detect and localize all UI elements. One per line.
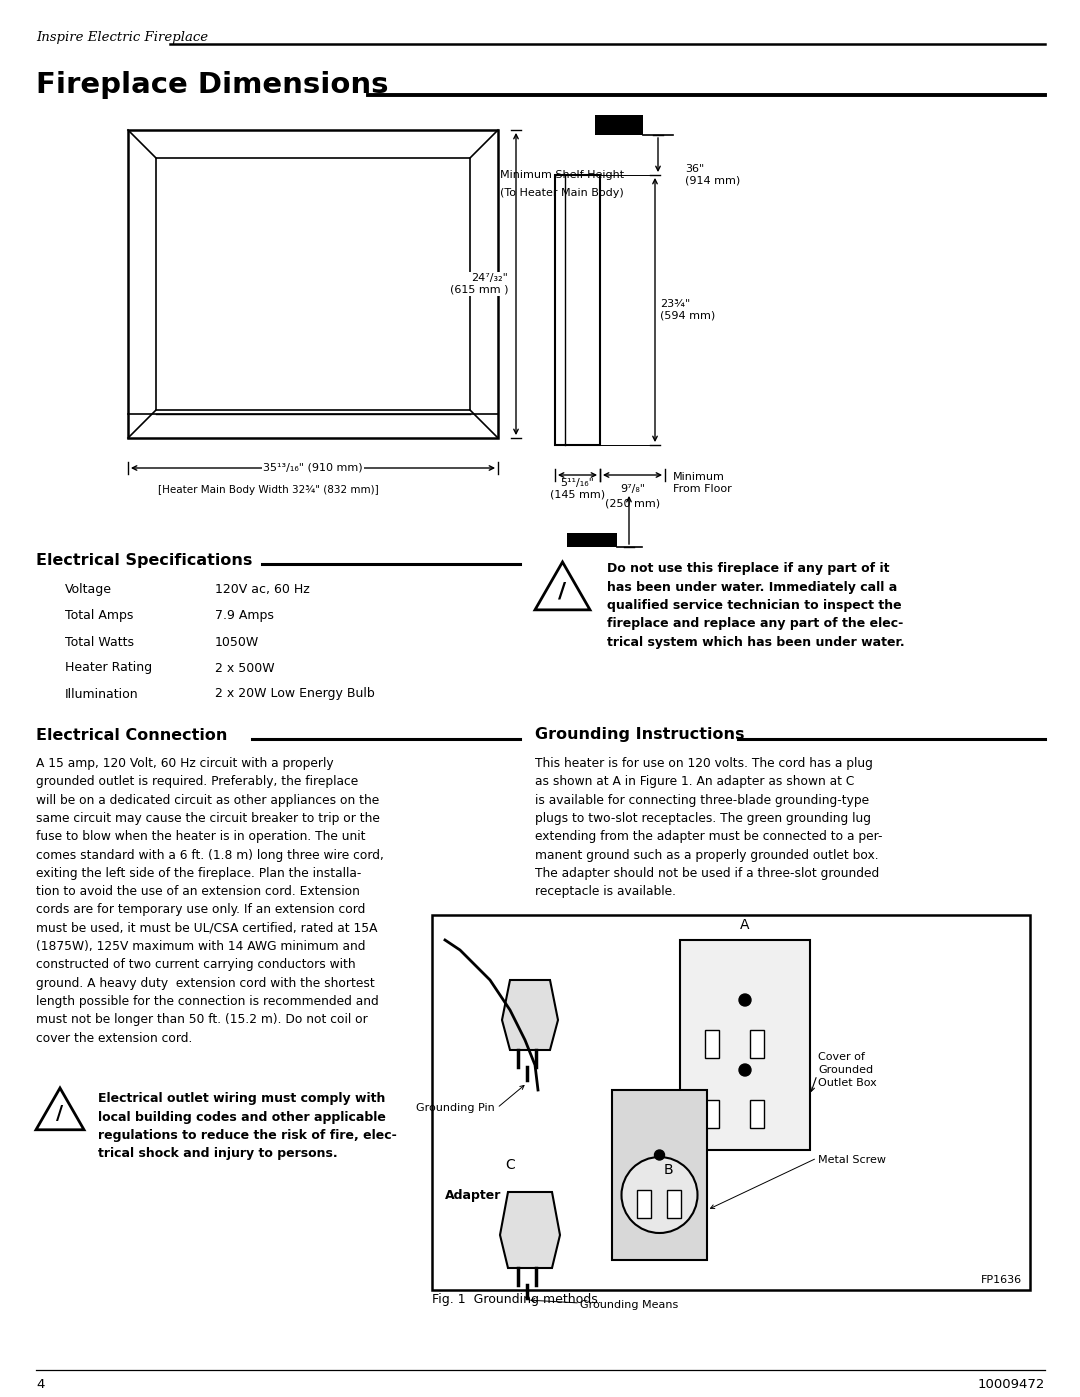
Text: A 15 amp, 120 Volt, 60 Hz circuit with a properly
grounded outlet is required. P: A 15 amp, 120 Volt, 60 Hz circuit with a… <box>36 757 383 1045</box>
Bar <box>705 1099 719 1127</box>
Text: 36"
(914 mm): 36" (914 mm) <box>685 165 740 186</box>
Text: 9⁷/₈": 9⁷/₈" <box>620 483 645 495</box>
Text: /: / <box>558 583 567 602</box>
Polygon shape <box>535 562 590 610</box>
Text: Electrical outlet wiring must comply with
local building codes and other applica: Electrical outlet wiring must comply wit… <box>98 1092 396 1161</box>
Text: Do not use this fireplace if any part of it
has been under water. Immediately ca: Do not use this fireplace if any part of… <box>607 562 905 650</box>
Circle shape <box>654 1150 664 1160</box>
Text: Voltage: Voltage <box>65 584 112 597</box>
Text: B: B <box>663 1162 673 1178</box>
Text: C: C <box>505 1158 515 1172</box>
Bar <box>595 115 643 136</box>
Bar <box>129 130 498 439</box>
Text: /: / <box>56 1105 64 1123</box>
Text: 2 x 20W Low Energy Bulb: 2 x 20W Low Energy Bulb <box>215 687 375 700</box>
Text: 1050W: 1050W <box>215 636 259 648</box>
Text: Total Amps: Total Amps <box>65 609 133 623</box>
Polygon shape <box>36 1088 84 1130</box>
Text: [Heater Main Body Width 32¾" (832 mm)]: [Heater Main Body Width 32¾" (832 mm)] <box>158 485 379 495</box>
Text: Metal Screw: Metal Screw <box>818 1155 886 1165</box>
Polygon shape <box>502 981 558 1051</box>
Bar <box>555 175 600 446</box>
Text: 120V ac, 60 Hz: 120V ac, 60 Hz <box>215 584 310 597</box>
Text: Fig. 1  Grounding methods.: Fig. 1 Grounding methods. <box>432 1294 602 1306</box>
Text: Heater Rating: Heater Rating <box>65 662 152 675</box>
Bar <box>567 534 617 548</box>
Text: Grounding Pin: Grounding Pin <box>416 1104 495 1113</box>
Text: Minimum Shelf Height: Minimum Shelf Height <box>500 170 624 180</box>
Text: Fireplace Dimensions: Fireplace Dimensions <box>36 71 389 99</box>
Text: A: A <box>740 918 750 932</box>
Text: 35¹³/₁₆" (910 mm): 35¹³/₁₆" (910 mm) <box>264 462 363 474</box>
Polygon shape <box>500 1192 561 1268</box>
Text: 10009472: 10009472 <box>977 1379 1045 1391</box>
Text: 5¹¹/₁₆"
(145 mm): 5¹¹/₁₆" (145 mm) <box>550 478 605 500</box>
Text: FP1636: FP1636 <box>981 1275 1022 1285</box>
Text: Electrical Specifications: Electrical Specifications <box>36 552 253 567</box>
Text: Grounding Means: Grounding Means <box>580 1301 678 1310</box>
Bar <box>612 1090 707 1260</box>
Text: Total Watts: Total Watts <box>65 636 134 648</box>
Bar <box>750 1099 764 1127</box>
Text: 23¾"
(594 mm): 23¾" (594 mm) <box>660 299 715 321</box>
Text: 7.9 Amps: 7.9 Amps <box>215 609 274 623</box>
Circle shape <box>621 1157 698 1234</box>
Text: Cover of
Grounded
Outlet Box: Cover of Grounded Outlet Box <box>818 1052 877 1088</box>
Text: 24⁷/₃₂"
(615 mm ): 24⁷/₃₂" (615 mm ) <box>449 274 508 295</box>
Bar <box>637 1190 651 1218</box>
Bar <box>667 1190 681 1218</box>
Text: 4: 4 <box>36 1379 44 1391</box>
Text: Inspire Electric Fireplace: Inspire Electric Fireplace <box>36 32 208 45</box>
Text: (250 mm): (250 mm) <box>605 497 660 509</box>
Text: Minimum
From Floor: Minimum From Floor <box>673 472 732 493</box>
Bar <box>680 940 810 1150</box>
Circle shape <box>739 995 751 1006</box>
Circle shape <box>739 1065 751 1076</box>
Bar <box>705 1030 719 1058</box>
Text: Adapter: Adapter <box>445 1189 501 1201</box>
Text: (To Heater Main Body): (To Heater Main Body) <box>500 189 624 198</box>
Text: Illumination: Illumination <box>65 687 138 700</box>
Bar <box>750 1030 764 1058</box>
Text: Electrical Connection: Electrical Connection <box>36 728 228 742</box>
Text: 2 x 500W: 2 x 500W <box>215 662 274 675</box>
Bar <box>432 915 1030 1289</box>
Text: This heater is for use on 120 volts. The cord has a plug
as shown at A in Figure: This heater is for use on 120 volts. The… <box>535 757 882 898</box>
Bar <box>156 158 470 409</box>
Text: Grounding Instructions: Grounding Instructions <box>535 728 744 742</box>
